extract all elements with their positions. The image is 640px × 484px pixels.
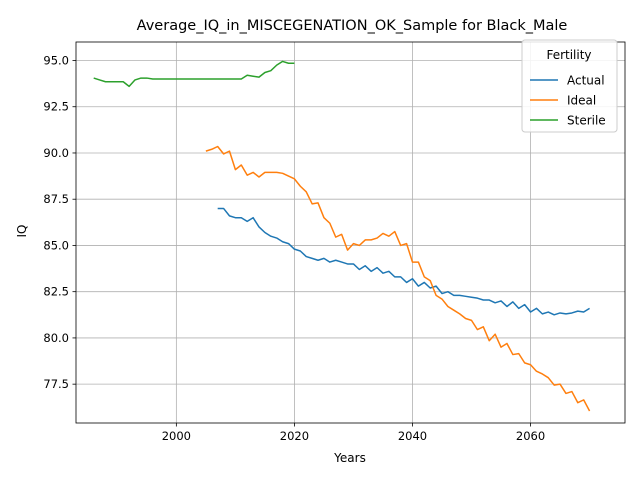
y-tick-label: 90.0 xyxy=(43,146,69,160)
y-tick-label: 82.5 xyxy=(43,285,69,299)
y-tick-label: 92.5 xyxy=(43,100,69,114)
y-axis-label: IQ xyxy=(15,225,29,238)
chart-title: Average_IQ_in_MISCEGENATION_OK_Sample fo… xyxy=(137,18,568,34)
y-tick-label: 85.0 xyxy=(43,238,69,252)
x-tick-label: 2000 xyxy=(162,429,191,443)
legend-box xyxy=(521,39,618,133)
legend-title: Fertility xyxy=(546,48,591,62)
y-tick-label: 80.0 xyxy=(43,331,69,345)
series-lines xyxy=(93,60,591,412)
legend-entries: Actual Ideal Sterile xyxy=(530,74,606,128)
y-tick-label: 87.5 xyxy=(43,192,69,206)
x-tick-label: 2020 xyxy=(280,429,309,443)
legend-label-actual: Actual xyxy=(567,74,605,88)
x-tick-label: 2040 xyxy=(398,429,427,443)
y-tick-label: 77.5 xyxy=(43,377,69,391)
legend-label-ideal: Ideal xyxy=(567,94,596,108)
series-line-ideal xyxy=(205,145,591,412)
x-axis-label: Years xyxy=(333,451,366,465)
series-line-actual xyxy=(217,207,590,316)
legend: Fertility Actual Ideal Sterile xyxy=(521,39,618,133)
axis-ticks: 2000 2020 2040 2060 77.5 80.0 82.5 85.0 87.5 90.0… xyxy=(43,53,545,443)
x-tick-label: 2060 xyxy=(516,429,545,443)
legend-label-sterile: Sterile xyxy=(567,114,606,128)
series-line-sterile xyxy=(93,60,295,88)
y-tick-label: 95.0 xyxy=(43,53,69,67)
plot-area-frame xyxy=(75,41,626,424)
